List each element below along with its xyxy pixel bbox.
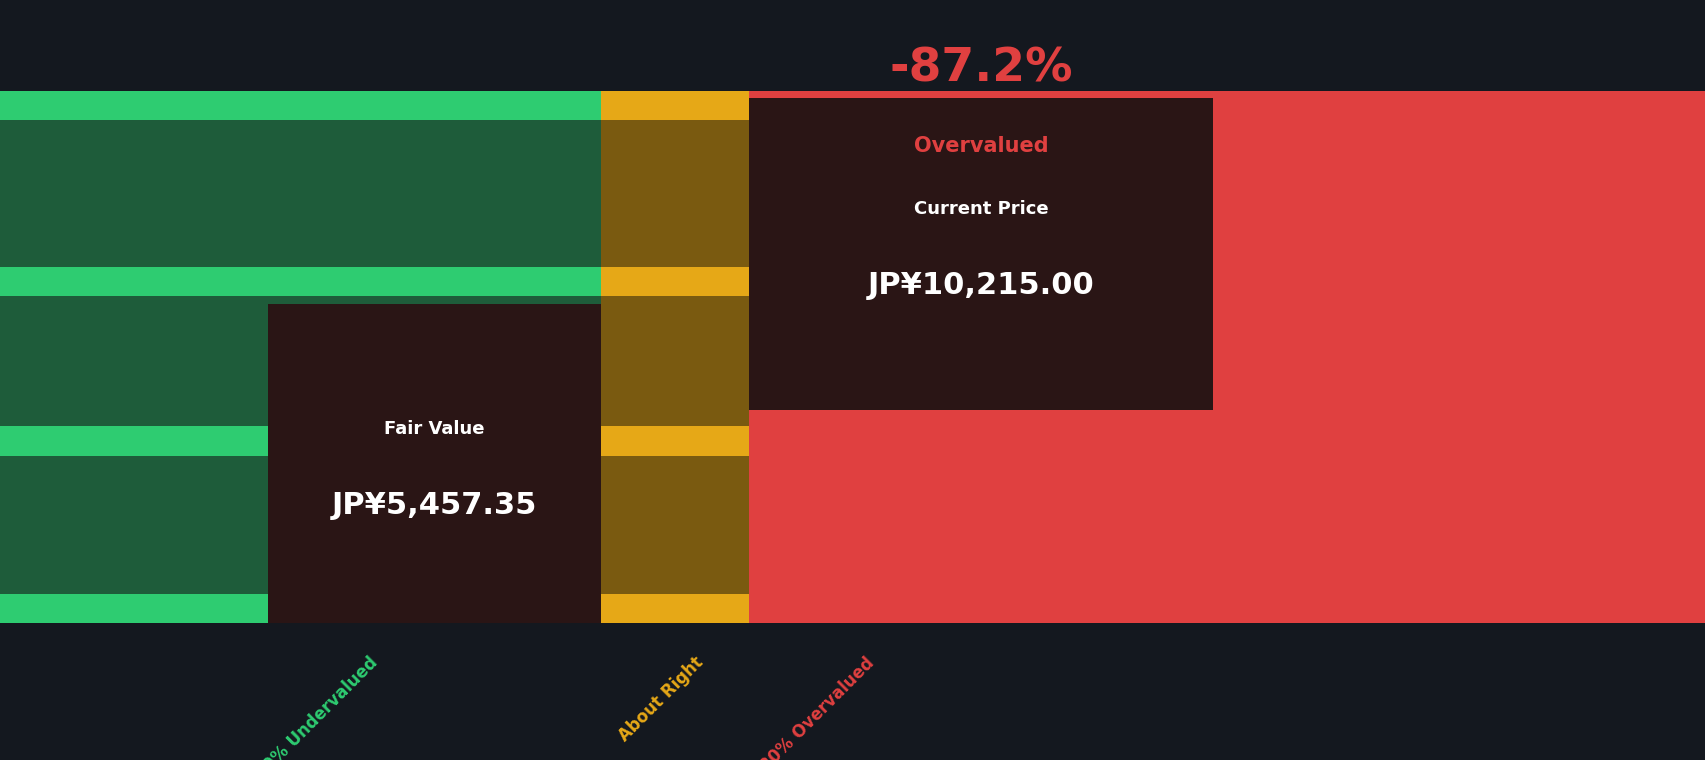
Bar — [748, 91, 1212, 410]
Bar — [0, 594, 600, 623]
Bar — [0, 91, 600, 121]
Bar — [600, 594, 748, 623]
Bar — [0, 267, 600, 296]
Text: 20% Overvalued: 20% Overvalued — [757, 654, 878, 760]
Bar — [600, 426, 748, 456]
Bar — [600, 91, 748, 623]
Bar — [748, 91, 1705, 623]
Text: 20% Undervalued: 20% Undervalued — [252, 654, 382, 760]
Text: Fair Value: Fair Value — [384, 420, 484, 439]
Text: About Right: About Right — [616, 654, 706, 746]
Text: JP¥10,215.00: JP¥10,215.00 — [868, 271, 1093, 299]
Text: Current Price: Current Price — [914, 200, 1047, 218]
Bar — [748, 91, 1212, 97]
Bar — [600, 91, 748, 121]
Text: Overvalued: Overvalued — [914, 136, 1047, 156]
Bar — [600, 267, 748, 296]
Bar — [0, 91, 600, 623]
Bar — [268, 304, 600, 623]
Text: -87.2%: -87.2% — [888, 46, 1072, 91]
Bar — [0, 426, 600, 456]
Text: JP¥5,457.35: JP¥5,457.35 — [331, 491, 537, 520]
